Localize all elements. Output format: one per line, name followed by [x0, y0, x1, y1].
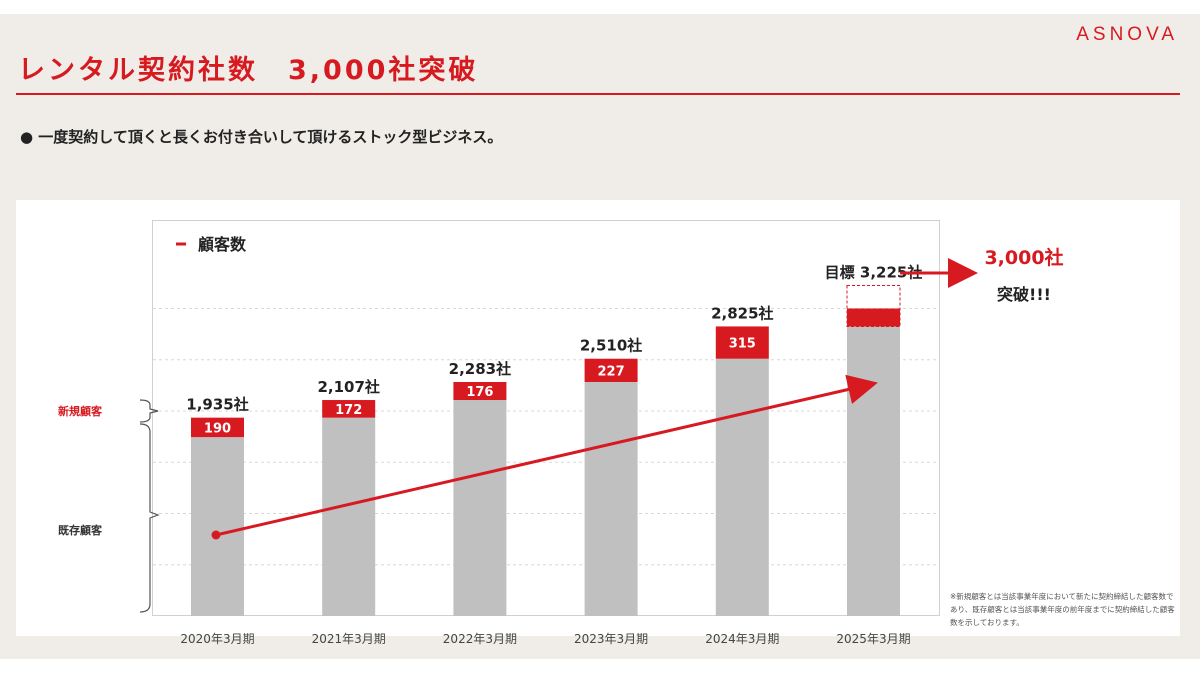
bullet-text: ● 一度契約して頂くと長くお付き合いして頂けるストック型ビジネス。: [20, 128, 503, 146]
new-value-label-0: 190: [204, 421, 231, 436]
new-customer-brace: [139, 399, 159, 423]
title-divider: [16, 93, 1180, 95]
callout-text: 突破!!!: [997, 285, 1051, 304]
bar-existing-2: [453, 400, 507, 616]
new-value-label-4: 315: [729, 337, 756, 352]
total-label-1: 2,107社: [317, 378, 379, 396]
existing-customer-brace: [139, 423, 160, 613]
new-value-label-1: 172: [335, 403, 362, 418]
plot-area: [152, 220, 940, 616]
x-tick-label-4: 2024年3月期: [705, 632, 779, 646]
bar-existing-0: [191, 437, 244, 616]
x-tick-label-1: 2021年3月期: [312, 632, 386, 646]
footnote: ※新規顧客とは当該事業年度において新たに契約締結した顧客数であり、既存顧客とは当…: [950, 592, 1175, 627]
new-value-label-3: 227: [598, 364, 625, 379]
legend-label: 顧客数: [198, 235, 247, 254]
total-label-4: 2,825社: [711, 304, 773, 322]
bar-new-3: [584, 358, 638, 382]
total-label-5: 目標 3,225社: [825, 263, 923, 281]
callout-value: 3,000社: [984, 246, 1063, 269]
bar-new-2: [453, 381, 507, 401]
bar-existing-3: [584, 381, 638, 616]
new-value-label-2: 176: [466, 385, 493, 400]
bar-existing-5: [847, 326, 900, 616]
bar-new-0: [191, 417, 244, 438]
total-label-0: 1,935社: [186, 396, 248, 414]
x-tick-label-5: 2025年3月期: [836, 632, 910, 646]
page-title: レンタル契約社数 3,000社突破: [18, 55, 479, 86]
bar-existing-1: [322, 417, 376, 616]
x-tick-label-0: 2020年3月期: [180, 632, 254, 646]
trend-arrow: [215, 374, 878, 537]
total-label-2: 2,283社: [449, 360, 511, 378]
x-tick-label-2: 2022年3月期: [443, 632, 517, 646]
x-tick-label-3: 2023年3月期: [574, 632, 648, 646]
company-logo: ASNOVA: [1076, 24, 1178, 45]
bar-new-4: [715, 326, 769, 359]
total-label-3: 2,510社: [580, 337, 642, 355]
existing-customer-label: 既存顧客: [58, 524, 102, 537]
bar-existing-4: [715, 358, 769, 616]
new-customer-label: 新規顧客: [58, 405, 102, 418]
bar-new-1: [322, 400, 376, 418]
bar-new-5: [847, 308, 900, 327]
